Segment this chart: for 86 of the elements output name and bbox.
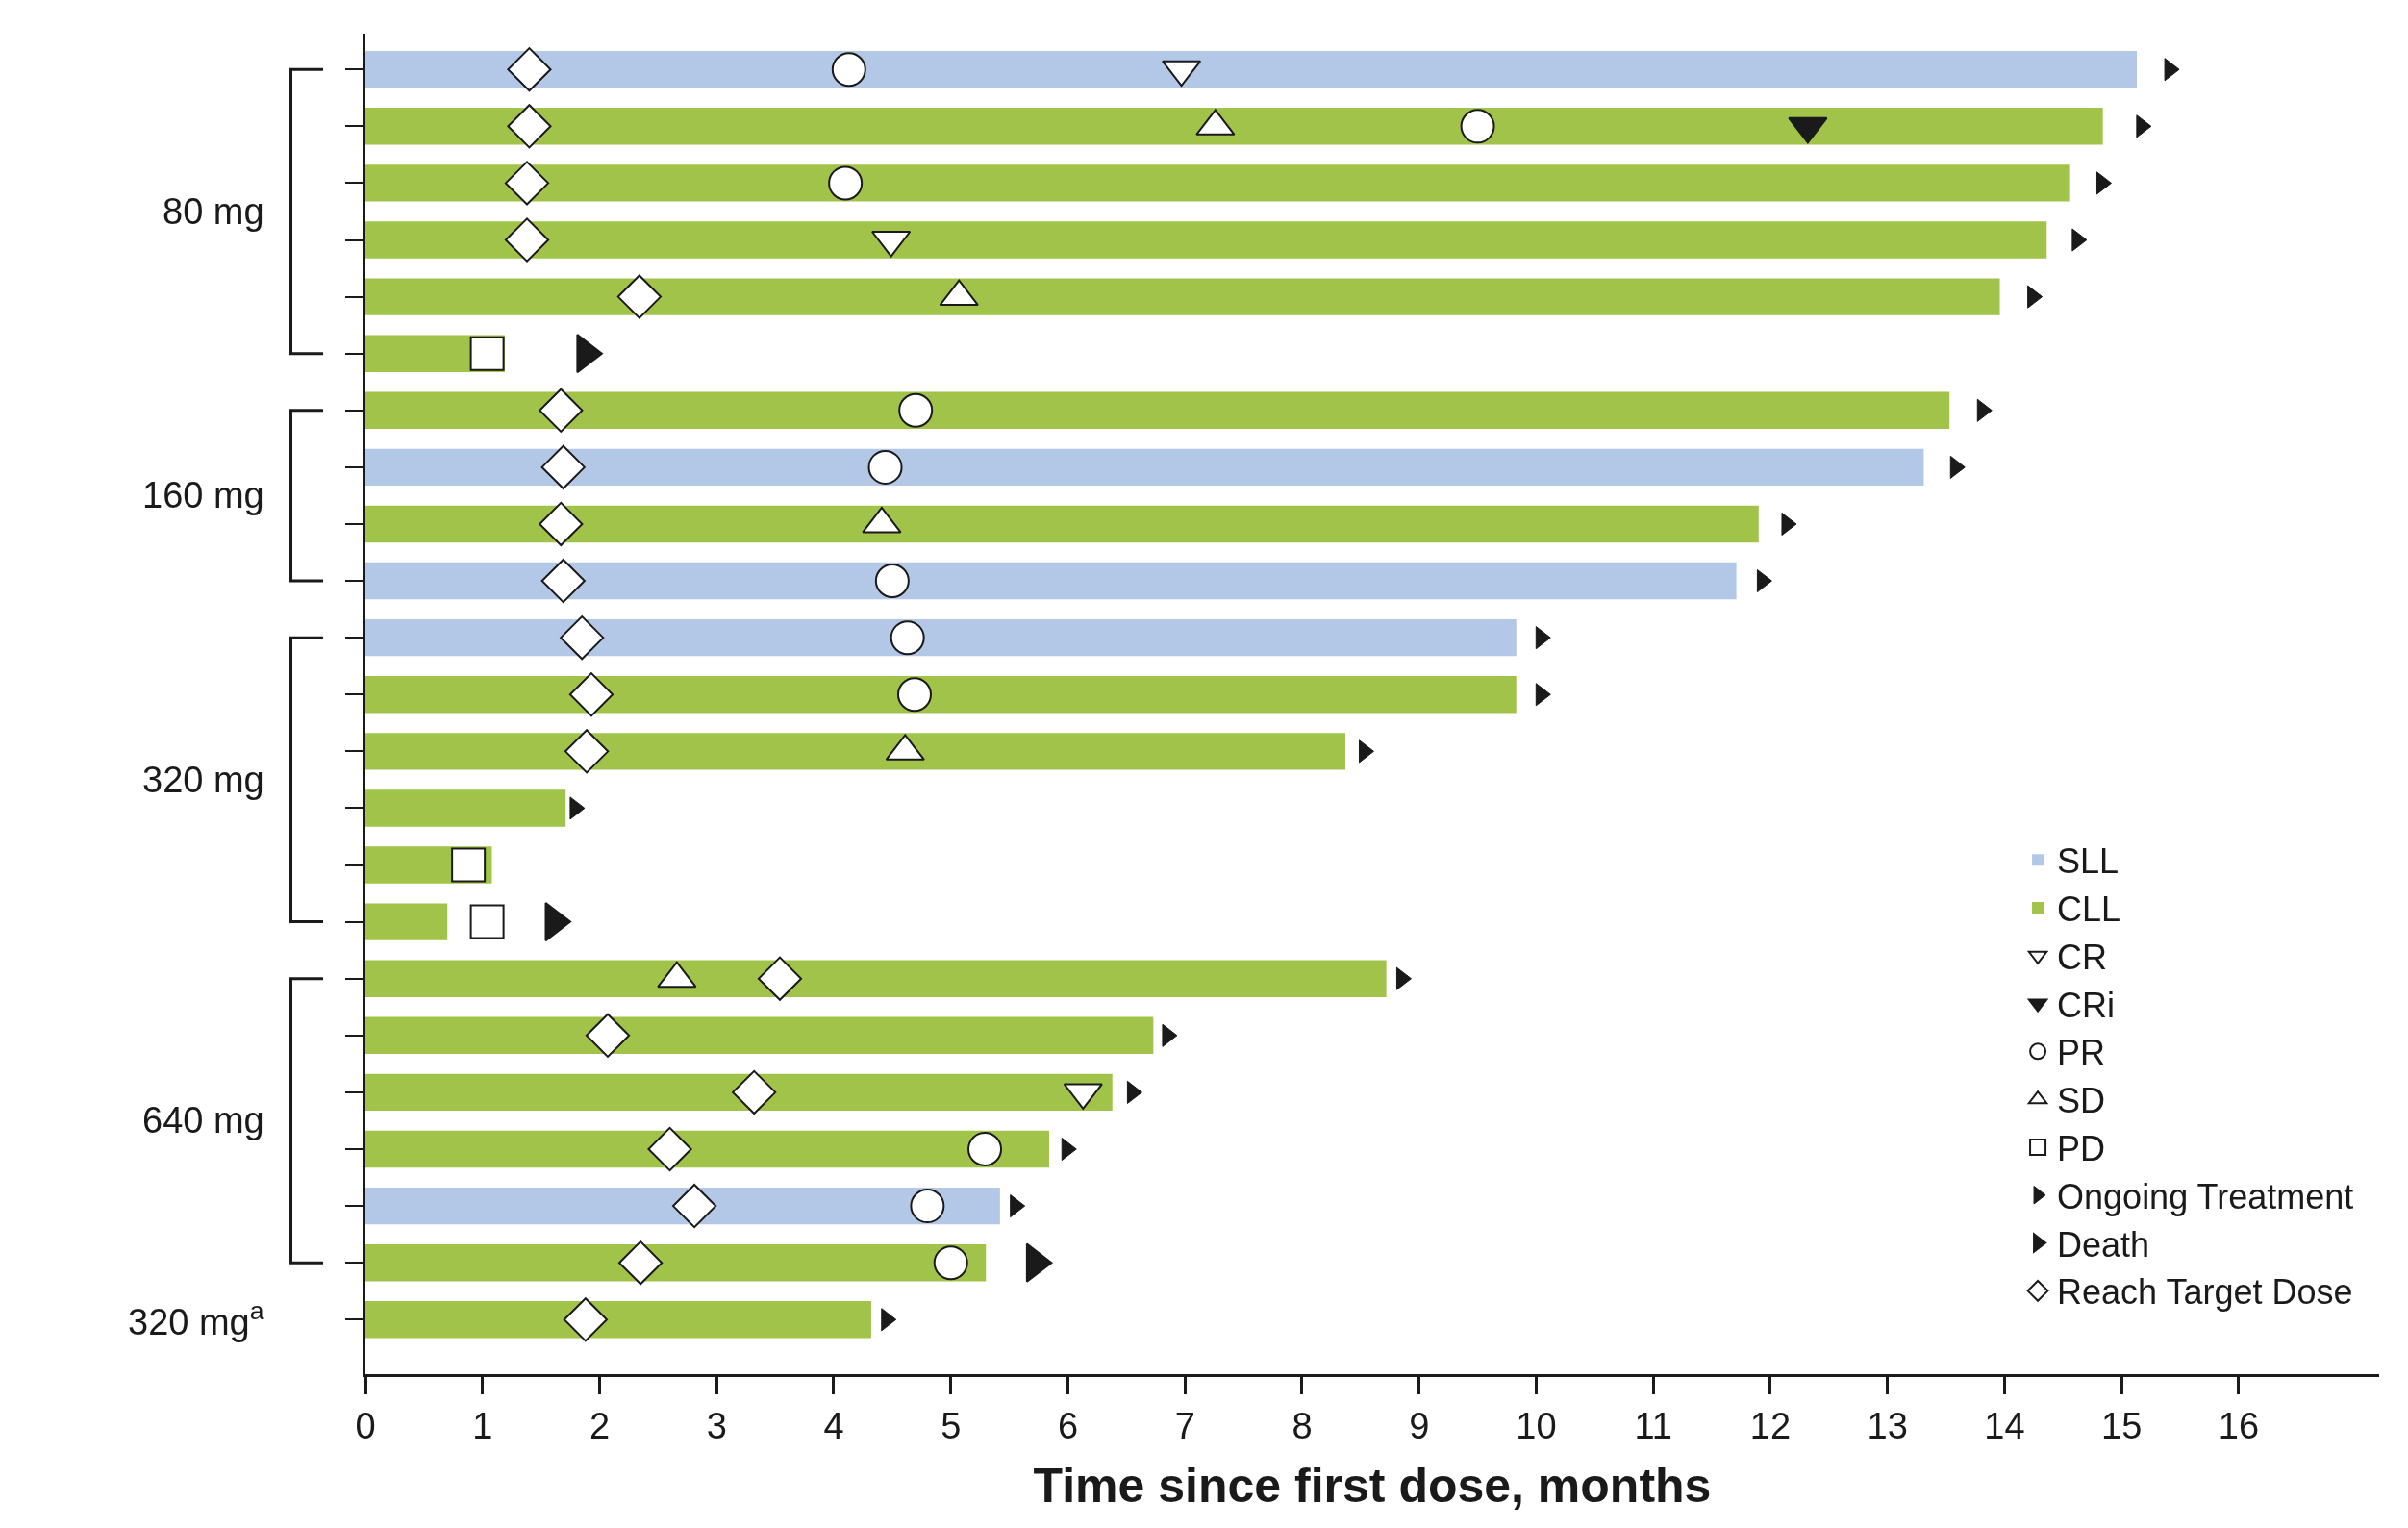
x-tick-label: 6 xyxy=(1057,1405,1079,1446)
point xyxy=(469,336,505,371)
legend-label: SD xyxy=(2057,1081,2106,1121)
x-tick-label: 15 xyxy=(2101,1405,2143,1446)
point xyxy=(831,52,866,88)
point xyxy=(504,161,550,206)
point xyxy=(618,1240,664,1286)
x-tick-label: 12 xyxy=(1749,1405,1792,1446)
point xyxy=(564,729,610,774)
point xyxy=(504,217,550,263)
x-tick-label: 5 xyxy=(941,1405,962,1446)
point xyxy=(539,388,584,433)
legend-label: CRi xyxy=(2057,985,2116,1025)
bar xyxy=(365,618,1517,657)
x-tick-label: 2 xyxy=(589,1405,611,1446)
point xyxy=(563,1297,608,1342)
bar xyxy=(365,1301,871,1339)
legend-label: SLL xyxy=(2057,841,2120,882)
text: 320 mg xyxy=(142,760,264,800)
x-tick-label: 0 xyxy=(355,1405,376,1446)
legend-label: Death xyxy=(2057,1224,2150,1265)
point xyxy=(897,677,932,713)
point xyxy=(585,1013,631,1058)
point xyxy=(540,558,586,604)
bar xyxy=(365,1187,1000,1225)
x-tick-label: 10 xyxy=(1516,1405,1557,1446)
point xyxy=(568,672,615,717)
point xyxy=(933,1245,968,1281)
point xyxy=(540,444,586,489)
legend-label: Reach Target Dose xyxy=(2057,1272,2353,1313)
bar xyxy=(365,1243,987,1282)
x-tick-label: 3 xyxy=(706,1405,727,1446)
x-tick-label: 13 xyxy=(1867,1405,1908,1446)
x-tick-label: 8 xyxy=(1292,1405,1313,1446)
bar xyxy=(365,221,2047,259)
bar xyxy=(365,562,1737,600)
point xyxy=(672,1183,717,1229)
bar xyxy=(365,676,1517,714)
x-tick-label: 1 xyxy=(472,1405,493,1446)
bar xyxy=(365,789,566,827)
point xyxy=(539,501,584,547)
bar xyxy=(365,278,2000,315)
bar xyxy=(365,448,1924,487)
point xyxy=(890,620,925,656)
point xyxy=(867,449,903,485)
point xyxy=(732,1069,777,1115)
legend-label: Ongoing Treatment xyxy=(2057,1176,2354,1216)
bar xyxy=(365,391,1950,429)
text: 160 mg xyxy=(142,475,264,515)
bar xyxy=(365,164,2070,202)
x-tick-label: 14 xyxy=(1984,1405,2025,1446)
point xyxy=(507,47,552,92)
point xyxy=(616,274,662,319)
x-tick-label: 9 xyxy=(1409,1405,1430,1446)
x-tick-label: 4 xyxy=(823,1405,844,1446)
text: 640 mg xyxy=(142,1100,264,1140)
bar xyxy=(365,505,1759,543)
point xyxy=(967,1131,1003,1166)
point xyxy=(560,615,605,661)
legend-label: PD xyxy=(2057,1128,2106,1168)
point xyxy=(910,1189,945,1224)
bar xyxy=(365,1016,1154,1055)
bar xyxy=(365,1130,1049,1168)
point xyxy=(757,956,803,1001)
text: 80 mg xyxy=(163,191,264,232)
bar xyxy=(365,108,2103,145)
point xyxy=(1460,109,1495,144)
bar xyxy=(365,960,1387,997)
text: 320 mg$^{a}$ xyxy=(128,1296,264,1342)
legend-label: PR xyxy=(2057,1033,2106,1073)
point xyxy=(647,1126,692,1172)
bar xyxy=(365,51,2137,88)
x-tick-label: 7 xyxy=(1174,1405,1195,1446)
point xyxy=(898,392,934,428)
x-tick-label: 16 xyxy=(2218,1405,2260,1446)
x-axis-title: Time since first dose, months xyxy=(1033,1459,1712,1514)
point xyxy=(828,165,864,201)
bar xyxy=(365,733,1345,770)
x-tick-label: 11 xyxy=(1634,1405,1672,1446)
point xyxy=(507,104,552,149)
bar xyxy=(365,903,448,940)
bar xyxy=(365,1073,1113,1112)
legend-label: CLL xyxy=(2057,889,2121,929)
legend-label: CR xyxy=(2057,937,2108,977)
point xyxy=(451,847,487,883)
point xyxy=(874,564,910,599)
